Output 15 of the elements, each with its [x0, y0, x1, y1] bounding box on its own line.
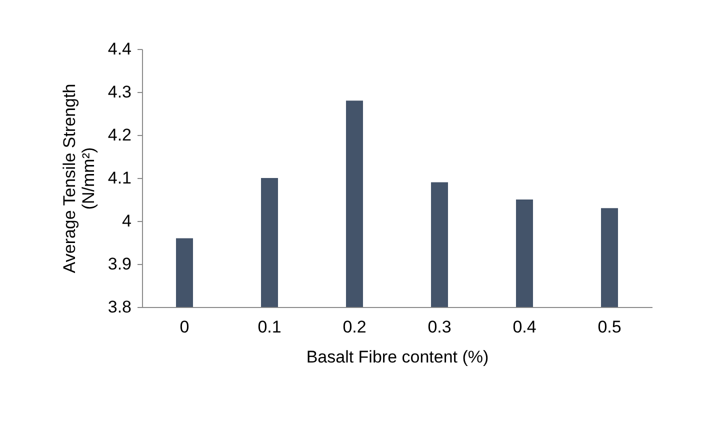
x-tick-label: 0.3: [428, 318, 452, 336]
y-tick-label: 4.3: [108, 82, 132, 102]
x-tick-label: 0.2: [342, 318, 366, 336]
y-tick-label: 4.2: [108, 126, 132, 144]
y-tick-label: 3.8: [108, 298, 132, 316]
y-tick-label: 4.4: [108, 40, 132, 58]
x-tick-label: 0.5: [598, 318, 622, 336]
x-tick-label: 0.1: [258, 318, 282, 336]
x-tick-label: 0: [180, 318, 190, 336]
y-tick-label: 4: [122, 212, 132, 230]
x-tick-label: 0.4: [512, 318, 536, 336]
x-axis-title: Basalt Fibre content (%): [306, 348, 489, 366]
y-axis-title: Average Tensile Strength (N/mm²): [60, 84, 98, 274]
y-tick-label: 4.1: [108, 168, 132, 188]
y-tick-label: 3.9: [108, 254, 132, 274]
